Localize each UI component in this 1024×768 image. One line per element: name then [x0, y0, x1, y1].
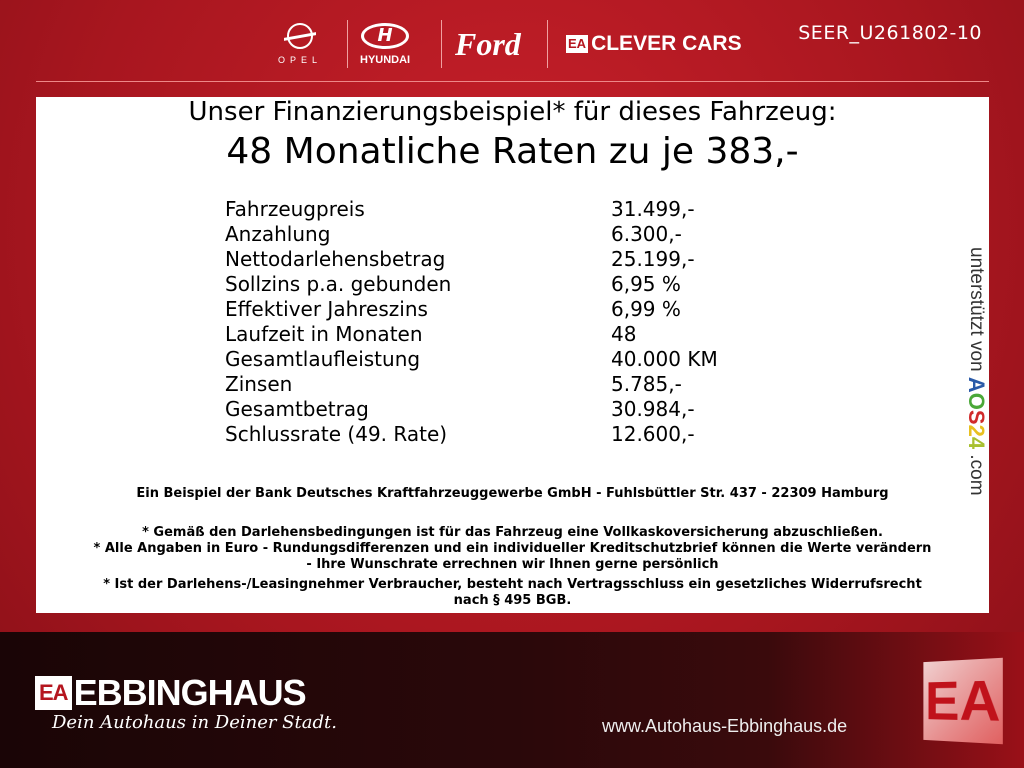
row-label: Effektiver Jahreszins	[225, 297, 428, 321]
ea-logo-large: EA	[923, 657, 1003, 745]
aos-letter: S	[964, 409, 989, 425]
offer-headline: 48 Monatliche Raten zu je 383,-	[226, 131, 799, 172]
aos24-credit: unterstützt von AOS24 .com	[964, 247, 989, 496]
table-row: Fahrzeugpreis 31.499,-	[225, 197, 718, 222]
ford-logo: Ford	[455, 25, 521, 62]
table-row: Anzahlung 6.300,-	[225, 222, 718, 247]
table-row: Gesamtbetrag 30.984,-	[225, 397, 718, 422]
header: OPEL H HYUNDAI Ford EA CLEVER CARS SEER_U2…	[0, 0, 1024, 82]
row-label: Anzahlung	[225, 222, 331, 246]
footnotes: * Gemäß den Darlehensbedingungen ist für…	[36, 525, 989, 609]
row-value: 48	[611, 322, 637, 346]
aos24-logo: AOS24	[964, 377, 989, 449]
footer: EA EBBINGHAUS Dein Autohaus in Deiner Sta…	[0, 632, 1024, 768]
aos-letter: 4	[964, 436, 989, 450]
row-value: 6,99 %	[611, 297, 681, 321]
opel-bolt-icon	[287, 23, 313, 49]
bank-note: Ein Beispiel der Bank Deutsches Kraftfah…	[136, 486, 889, 501]
row-value: 31.499,-	[611, 197, 695, 221]
table-row: Sollzins p.a. gebunden 6,95 %	[225, 272, 718, 297]
row-label: Laufzeit in Monaten	[225, 322, 423, 346]
table-row: Effektiver Jahreszins 6,99 %	[225, 297, 718, 322]
footnote: * Alle Angaben in Euro - Rundungsdiffere…	[93, 541, 932, 556]
table-row: Schlussrate (49. Rate) 12.600,-	[225, 422, 718, 447]
row-value: 6,95 %	[611, 272, 681, 296]
row-label: Gesamtlaufleistung	[225, 347, 421, 371]
row-value: 40.000 KM	[611, 347, 718, 371]
website-link[interactable]: www.Autohaus-Ebbinghaus.de	[602, 716, 848, 736]
ebbinghaus-logo: EA EBBINGHAUS	[35, 672, 307, 714]
header-divider	[36, 81, 989, 82]
table-row: Zinsen 5.785,-	[225, 372, 718, 397]
clever-cars-logo: EA CLEVER CARS	[566, 32, 742, 55]
row-label: Zinsen	[225, 372, 293, 396]
hyundai-logo: H HYUNDAI	[360, 22, 411, 66]
aos-letter: A	[964, 376, 989, 393]
footnote: * Gemäß den Darlehensbedingungen ist für…	[142, 525, 883, 540]
hyundai-h-icon: H	[361, 22, 410, 49]
row-value: 25.199,-	[611, 247, 695, 271]
row-label: Gesamtbetrag	[225, 397, 369, 421]
financing-panel: Unser Finanzierungsbeispiel* für dieses …	[36, 97, 989, 613]
row-label: Nettodarlehensbetrag	[225, 247, 446, 271]
row-label: Schlussrate (49. Rate)	[225, 422, 448, 446]
divider	[547, 20, 548, 68]
footnote: - Ihre Wunschrate errechnen wir Ihnen ge…	[306, 557, 719, 572]
row-value: 12.600,-	[611, 422, 695, 446]
aos-letter: 2	[964, 424, 989, 437]
divider	[347, 20, 348, 68]
row-label: Fahrzeugpreis	[225, 197, 365, 221]
financing-table: Fahrzeugpreis 31.499,- Anzahlung 6.300,- Net…	[225, 197, 718, 447]
offer-title: Unser Finanzierungsbeispiel* für dieses …	[188, 97, 837, 127]
row-value: 6.300,-	[611, 222, 682, 246]
table-row: Laufzeit in Monaten 48	[225, 322, 718, 347]
vehicle-code: SEER_U261802-10	[798, 22, 982, 44]
opel-logo: OPEL	[278, 18, 322, 70]
divider	[441, 20, 442, 68]
footnote: * Ist der Darlehens-/Leasingnehmer Verbr…	[103, 577, 922, 592]
aos-letter: O	[964, 392, 989, 410]
row-value: 30.984,-	[611, 397, 695, 421]
slogan: Dein Autohaus in Deiner Stadt.	[52, 712, 337, 733]
row-label: Sollzins p.a. gebunden	[225, 272, 452, 296]
table-row: Gesamtlaufleistung 40.000 KM	[225, 347, 718, 372]
footnote: nach § 495 BGB.	[453, 593, 572, 608]
table-row: Nettodarlehensbetrag 25.199,-	[225, 247, 718, 272]
row-value: 5.785,-	[611, 372, 682, 396]
